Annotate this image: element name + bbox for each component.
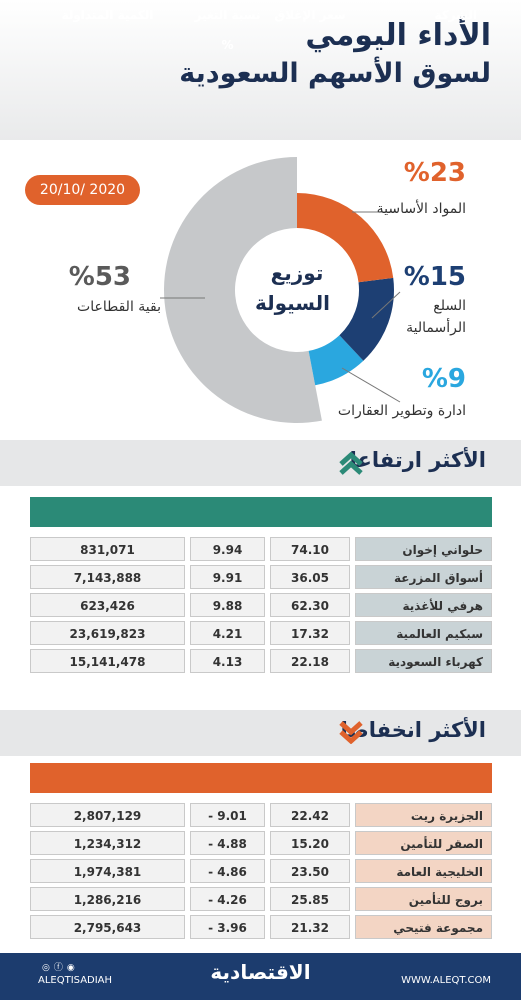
value-label: %9 bbox=[421, 364, 466, 394]
table-cell: 25.85 bbox=[270, 887, 350, 911]
table-cell: 623,426 bbox=[30, 593, 185, 617]
company-cell: الصقر للتأمين bbox=[355, 831, 492, 855]
table-cell: 9.91 bbox=[190, 565, 265, 589]
table-cell: - 4.86 bbox=[190, 859, 265, 883]
pie-center-title: توزيع السيولة bbox=[254, 261, 330, 315]
pie-chart bbox=[160, 157, 401, 423]
up-arrows bbox=[339, 452, 363, 475]
company-cell: الجزيرة ريت bbox=[355, 803, 492, 827]
table-cell: 62.30 bbox=[270, 593, 350, 617]
table-header bbox=[30, 497, 492, 527]
table-cell: 23.50 bbox=[270, 859, 350, 883]
table-cell: 22.42 bbox=[270, 803, 350, 827]
column-header: نسبة التغير % bbox=[194, 8, 261, 52]
down-arrows bbox=[339, 721, 363, 744]
table-cell: 1,234,312 bbox=[30, 831, 185, 855]
leader-line bbox=[341, 367, 401, 403]
company-cell: حلواني إخوان bbox=[355, 537, 492, 561]
subtitle: لسوق الأسهم السعودية bbox=[179, 58, 491, 89]
company-cell: كهرباء السعودية bbox=[355, 649, 492, 673]
social-icons: ◎ⓕ◉ bbox=[42, 963, 79, 973]
column-header: سعر الإغلاق bbox=[274, 8, 346, 22]
company-cell: هرفي للأغذية bbox=[355, 593, 492, 617]
value-label: %15 bbox=[403, 262, 466, 292]
company-cell: سبكيم العالمية bbox=[355, 621, 492, 645]
table-cell: 74.10 bbox=[270, 537, 350, 561]
footer-band bbox=[0, 953, 521, 1000]
column-header: الكمية المتداولة bbox=[61, 8, 154, 22]
table-cell: 2,807,129 bbox=[30, 803, 185, 827]
category-label: ادارة وتطوير العقارات bbox=[337, 403, 466, 419]
company-cell: الخليجية العامة bbox=[355, 859, 492, 883]
pie-slice bbox=[297, 193, 394, 283]
table-cell: 15,141,478 bbox=[30, 649, 185, 673]
table-cell: 17.32 bbox=[270, 621, 350, 645]
table-cell: 831,071 bbox=[30, 537, 185, 561]
category-label: بقية القطاعات bbox=[77, 299, 161, 315]
losers-band bbox=[0, 710, 521, 756]
table-cell: 7,143,888 bbox=[30, 565, 185, 589]
table-cell: 2,795,643 bbox=[30, 915, 185, 939]
table-cell: 9.94 bbox=[190, 537, 265, 561]
column-header: الشركة bbox=[434, 8, 477, 22]
leader-line bbox=[371, 291, 401, 319]
table-cell: 15.20 bbox=[270, 831, 350, 855]
leader-lines bbox=[160, 211, 401, 403]
pie-slice bbox=[308, 335, 364, 386]
table-cell: - 4.88 bbox=[190, 831, 265, 855]
table-cell: 4.21 bbox=[190, 621, 265, 645]
table-cell: 1,974,381 bbox=[30, 859, 185, 883]
table-cell: 9.88 bbox=[190, 593, 265, 617]
gainers-title: الأكثر ارتفاعا bbox=[349, 448, 486, 472]
table-cell: 22.18 bbox=[270, 649, 350, 673]
table-cell: 21.32 bbox=[270, 915, 350, 939]
losers-title: الأكثر انخفاضا bbox=[340, 718, 486, 742]
footer-social: ALEQTISADIAH bbox=[38, 975, 113, 986]
pie-slice bbox=[163, 157, 322, 423]
table-cell: - 4.26 bbox=[190, 887, 265, 911]
table-cell: - 9.01 bbox=[190, 803, 265, 827]
title: الأداء اليومي bbox=[305, 18, 491, 53]
footer-website: WWW.ALEQT.COM bbox=[401, 975, 491, 986]
value-label: %23 bbox=[403, 158, 466, 188]
column-header: الشركة bbox=[434, 8, 477, 22]
column-header: سعر الإغلاق bbox=[274, 8, 346, 22]
footer-logo: الاقتصادية bbox=[210, 960, 311, 984]
company-cell: بروج للتأمين bbox=[355, 887, 492, 911]
header-band bbox=[0, 0, 521, 140]
category-label: المواد الأساسية bbox=[376, 201, 466, 217]
company-cell: أسواق المزرعة bbox=[355, 565, 492, 589]
date-badge: 20/10/ 2020 bbox=[25, 175, 140, 205]
table-cell: 36.05 bbox=[270, 565, 350, 589]
column-header: الكمية المتداولة bbox=[61, 8, 154, 22]
company-cell: مجموعة فتيحي bbox=[355, 915, 492, 939]
gainers-band bbox=[0, 440, 521, 486]
category-label: السلع الرأسمالية bbox=[406, 298, 466, 336]
table-cell: 1,286,216 bbox=[30, 887, 185, 911]
table-cell: - 3.96 bbox=[190, 915, 265, 939]
table-cell: 4.13 bbox=[190, 649, 265, 673]
column-header: نسبة التغير % bbox=[194, 8, 261, 52]
value-label: %53 bbox=[68, 262, 131, 292]
pie-slice bbox=[339, 277, 395, 361]
table-header bbox=[30, 763, 492, 793]
table-cell: 23,619,823 bbox=[30, 621, 185, 645]
